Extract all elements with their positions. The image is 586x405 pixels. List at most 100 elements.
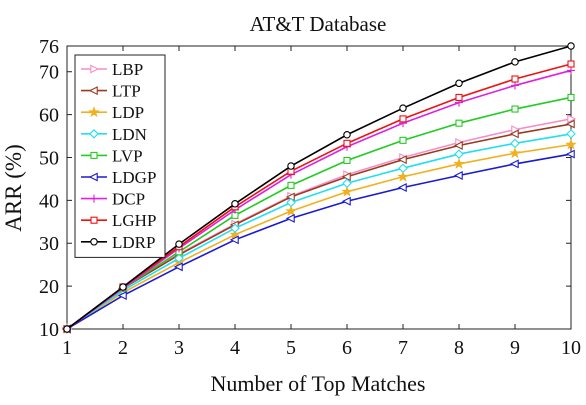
marker-triangle-left — [397, 183, 407, 192]
marker-triangle-left — [565, 149, 575, 159]
marker-plus — [511, 81, 519, 90]
marker-square — [511, 75, 519, 83]
series-line — [66, 45, 572, 330]
y-tick-label: 70 — [39, 62, 59, 84]
series-line — [66, 63, 572, 330]
y-tick-label: 76 — [39, 36, 59, 58]
plot-frame — [66, 45, 572, 330]
legend-label: LBP — [112, 60, 143, 79]
legend-item-lbp: LBP — [81, 60, 143, 79]
marker-triangle-left — [88, 86, 98, 96]
legend-item-ldn: LDN — [81, 125, 147, 144]
marker-triangle-left — [173, 262, 183, 272]
marker-square — [287, 181, 295, 189]
legend-item-lvp: LVP — [81, 146, 143, 165]
marker-square — [567, 60, 575, 68]
marker-star — [341, 185, 353, 197]
x-tick-label: 5 — [286, 337, 296, 359]
series-ldrp — [63, 42, 575, 333]
marker-diamond — [566, 129, 576, 139]
marker-square — [343, 139, 351, 147]
x-tick-label: 10 — [561, 337, 581, 359]
marker-star — [509, 147, 521, 159]
marker-triangle-left — [453, 140, 463, 150]
marker-triangle-right — [567, 114, 577, 124]
series-line — [66, 96, 572, 330]
plot-area — [66, 45, 572, 330]
marker-circle — [175, 240, 183, 248]
marker-square — [343, 156, 351, 165]
marker-star — [88, 106, 100, 118]
legend: LBP LTP LDP LDN LVP LDGP DCP LGHP LDRP — [74, 54, 166, 258]
marker-plus — [567, 66, 575, 75]
marker-square — [567, 93, 575, 102]
marker-triangle-left — [453, 171, 463, 180]
marker-square — [455, 119, 463, 127]
series-line — [66, 143, 572, 330]
marker-diamond — [286, 197, 296, 208]
legend-label: LDP — [112, 103, 144, 122]
legend-label: LDGP — [112, 168, 156, 187]
y-tick-label: 20 — [39, 276, 59, 298]
x-tick-label: 1 — [62, 337, 72, 359]
y-axis-label: ARR (%) — [1, 144, 26, 232]
x-tick-label: 9 — [510, 337, 520, 359]
marker-diamond — [342, 178, 352, 188]
marker-circle — [511, 58, 519, 66]
marker-triangle-left — [285, 213, 295, 223]
legend-label: LDRP — [112, 233, 155, 252]
series-line — [66, 69, 572, 330]
x-tick-label: 8 — [454, 337, 464, 359]
legend-label: LTP — [112, 82, 141, 101]
marker-plus — [90, 194, 98, 203]
y-tick-label: 30 — [39, 233, 59, 255]
legend-item-ldrp: LDRP — [81, 233, 155, 252]
marker-triangle-left — [341, 196, 351, 206]
marker-star — [453, 157, 465, 169]
marker-star — [229, 228, 241, 240]
marker-diamond — [89, 129, 99, 139]
legend-label: LVP — [112, 146, 143, 165]
marker-triangle-left — [565, 119, 575, 129]
marker-diamond — [174, 253, 184, 264]
marker-circle — [119, 283, 127, 291]
legend-item-ltp: LTP — [81, 82, 141, 101]
marker-triangle-left — [117, 291, 127, 301]
marker-square — [90, 151, 98, 159]
marker-diamond — [454, 149, 464, 159]
x-tick-label: 6 — [342, 337, 352, 359]
marker-circle — [231, 200, 239, 208]
x-axis-label: Number of Top Matches — [211, 371, 426, 396]
marker-triangle-left — [397, 155, 407, 165]
axis-ticks: 1 2 3 4 5 6 7 8 9 10 10 20 30 40 50 60 70 76 — [39, 36, 581, 359]
marker-square — [399, 115, 407, 123]
marker-circle — [399, 104, 407, 112]
marker-square — [455, 93, 463, 102]
series-line — [66, 153, 572, 330]
y-tick-label: 40 — [39, 190, 59, 212]
marker-circle — [90, 238, 98, 246]
marker-triangle-left — [341, 172, 351, 182]
marker-triangle-left — [509, 159, 519, 169]
marker-square — [511, 105, 519, 113]
x-tick-label: 2 — [118, 337, 128, 359]
marker-circle — [287, 162, 295, 170]
marker-circle — [567, 42, 575, 50]
marker-star — [285, 205, 297, 216]
y-tick-label: 10 — [39, 319, 59, 341]
marker-circle — [343, 131, 351, 139]
marker-diamond — [230, 223, 240, 234]
chart-title: AT&T Database — [250, 12, 387, 36]
marker-circle — [63, 325, 71, 333]
legend-label: DCP — [112, 190, 145, 209]
series-line — [66, 133, 572, 330]
legend-item-ldp: LDP — [81, 103, 144, 122]
legend-label: LGHP — [112, 211, 156, 230]
marker-square — [399, 136, 407, 144]
legend-item-dcp: DCP — [81, 190, 145, 209]
legend-label: LDN — [112, 125, 147, 144]
marker-triangle-right — [90, 64, 100, 74]
legend-item-ldgp: LDGP — [81, 168, 156, 187]
